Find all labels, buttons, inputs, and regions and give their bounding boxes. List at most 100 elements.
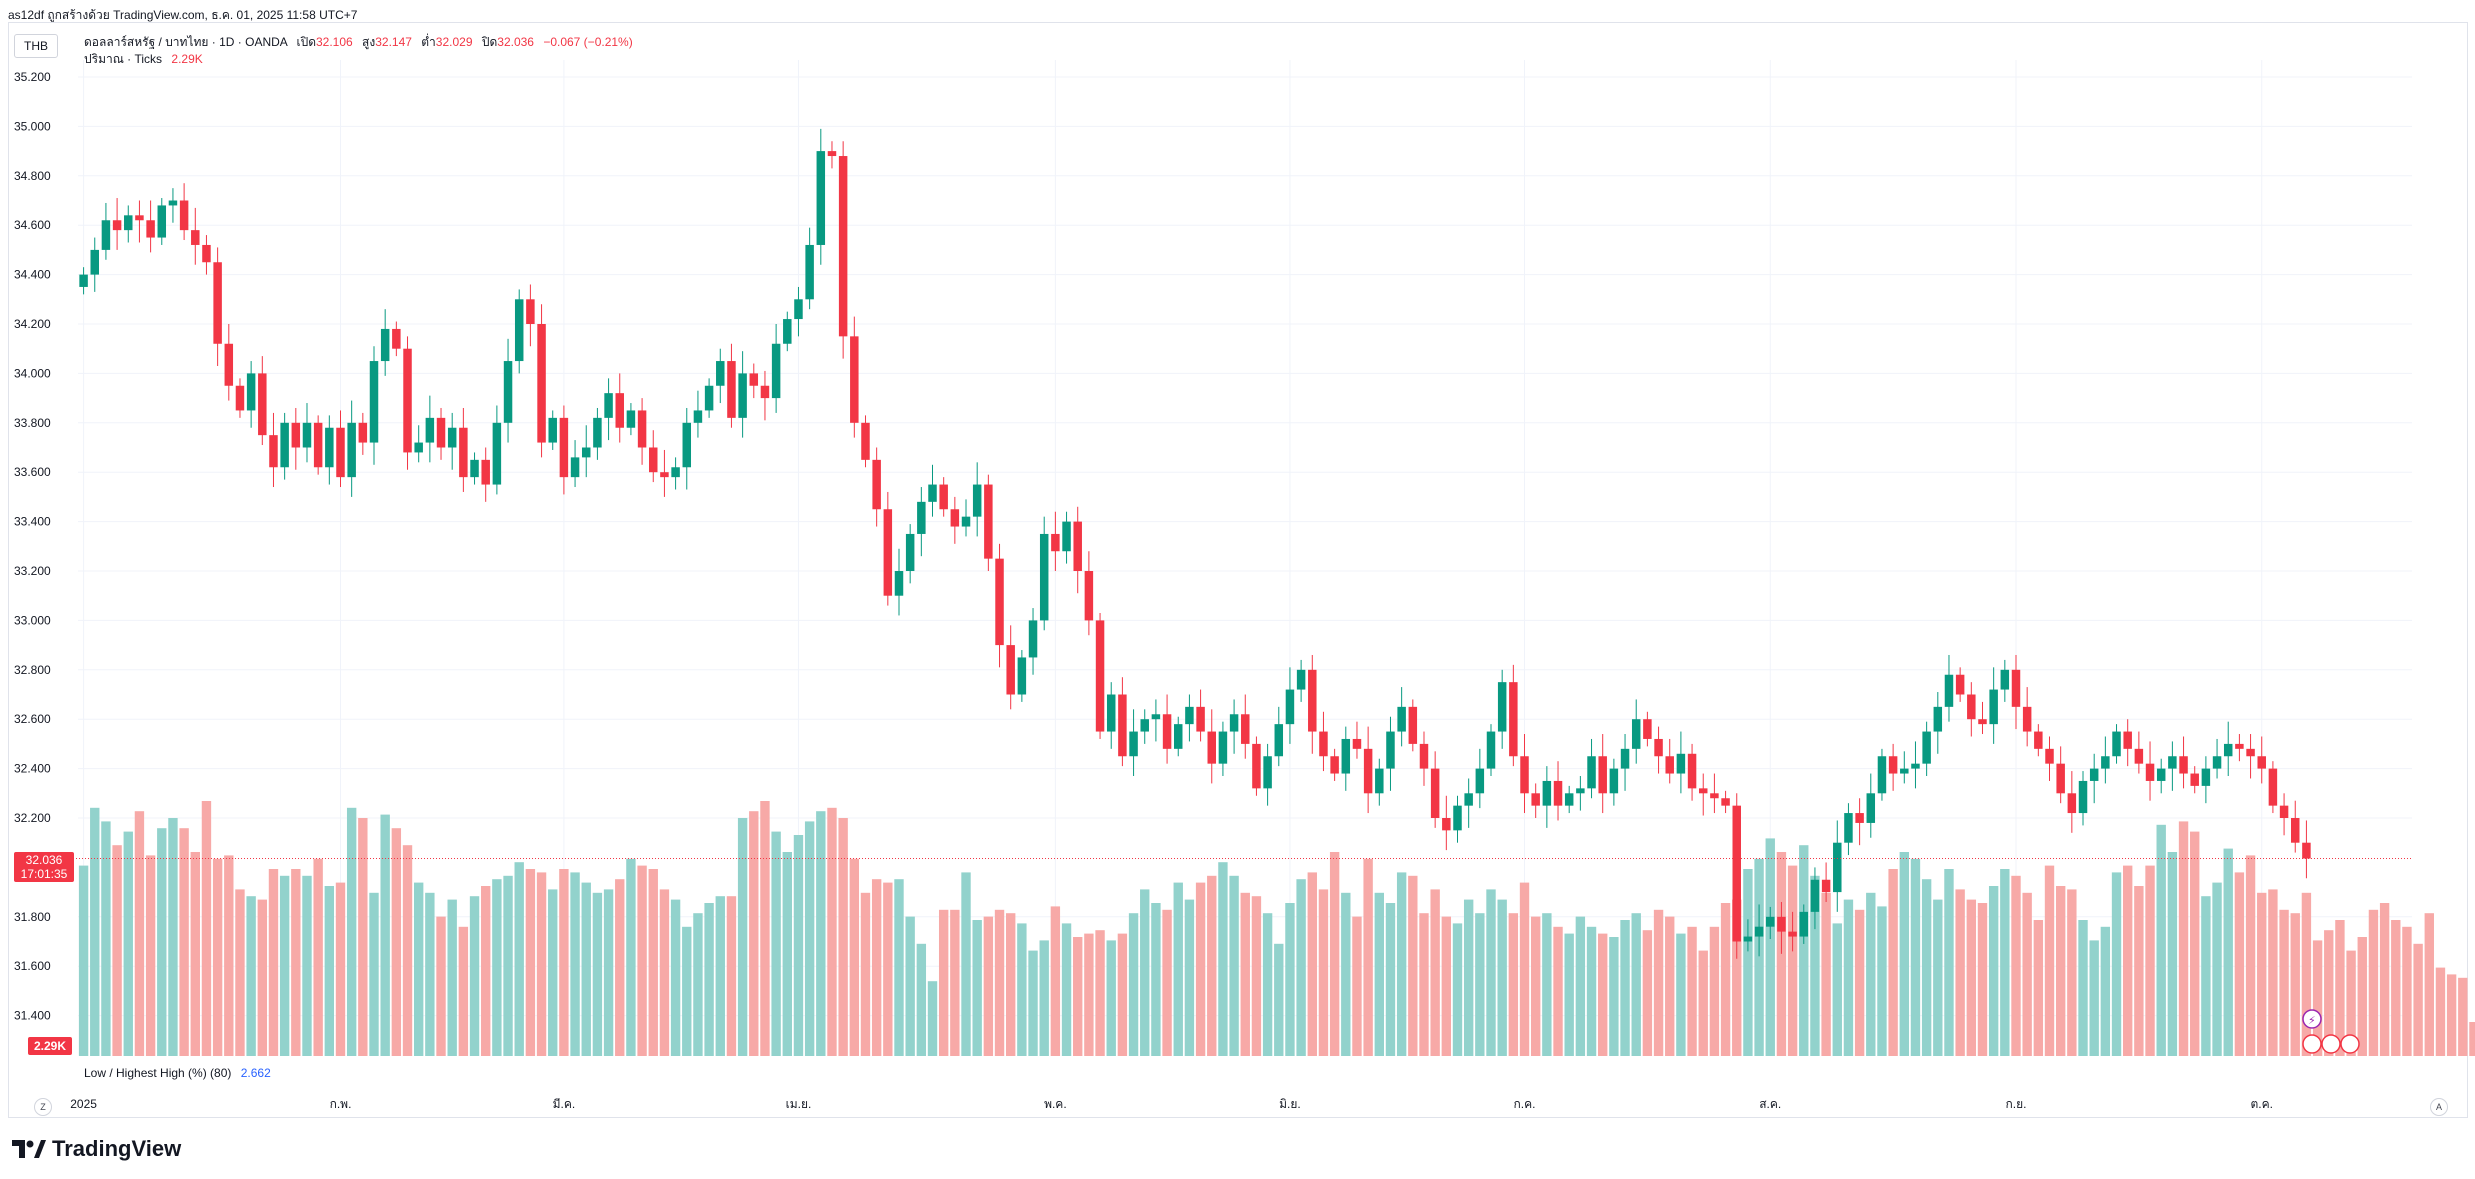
- candle-body: [1408, 706, 1418, 744]
- volume-bar: [1799, 845, 1809, 1056]
- candle-body: [1743, 936, 1753, 942]
- volume-bar: [514, 862, 524, 1056]
- volume-bar: [1396, 872, 1407, 1056]
- y-tick-label: 33.800: [14, 416, 51, 430]
- volume-bar: [335, 882, 346, 1056]
- volume-bar: [168, 818, 178, 1056]
- volume-value: 2.29K: [171, 52, 203, 66]
- candle-body: [649, 447, 658, 473]
- volume-bar: [458, 926, 469, 1056]
- auto-scale-button[interactable]: A: [2430, 1098, 2448, 1116]
- volume-bar: [883, 882, 893, 1056]
- bar-countdown: 17:01:35: [20, 867, 68, 881]
- x-tick-label: 2025: [70, 1097, 97, 1111]
- volume-bar: [1720, 903, 1731, 1056]
- indicator-label[interactable]: Low / Highest High (%) (80): [84, 1066, 232, 1080]
- candle-body: [392, 328, 401, 349]
- y-tick-label: 31.400: [14, 1009, 51, 1023]
- candle-body: [369, 361, 379, 443]
- volume-bar: [257, 899, 267, 1056]
- volume-bar: [1251, 896, 1262, 1056]
- volume-bar: [391, 828, 402, 1056]
- y-tick-label: 35.200: [14, 70, 51, 84]
- candle-body: [2291, 818, 2300, 843]
- volume-bar: [983, 916, 994, 1056]
- volume-bar: [1787, 865, 1798, 1056]
- volume-bar: [670, 899, 681, 1056]
- candle-body: [1095, 620, 1105, 732]
- candle-body: [246, 373, 256, 411]
- candle-body: [1241, 714, 1250, 744]
- candle-body: [1844, 813, 1853, 843]
- last-price-tag: 32.036 17:01:35: [14, 852, 74, 882]
- candle-body: [135, 215, 144, 221]
- volume-bar: [715, 896, 725, 1056]
- candle-body: [850, 336, 859, 423]
- candle-body: [593, 417, 602, 448]
- volume-bar: [1374, 892, 1384, 1056]
- candle-body: [1978, 719, 1987, 725]
- candle-body: [939, 484, 948, 510]
- candle-body: [1710, 793, 1719, 799]
- volume-bar: [2111, 872, 2122, 1056]
- y-tick-label: 34.800: [14, 169, 51, 183]
- volume-label[interactable]: ปริมาณ · Ticks: [84, 52, 163, 66]
- volume-bar: [1866, 892, 1876, 1056]
- timezone-button[interactable]: Z: [34, 1098, 52, 1116]
- volume-bar: [101, 821, 111, 1056]
- volume-bar: [503, 875, 513, 1056]
- volume-bar: [1106, 940, 1116, 1056]
- volume-bar: [1754, 858, 1764, 1056]
- volume-bar: [1073, 937, 1083, 1056]
- volume-bar: [2044, 865, 2055, 1056]
- currency-badge[interactable]: THB: [14, 34, 58, 58]
- candle-body: [347, 422, 356, 478]
- candle-body: [783, 319, 792, 344]
- volume-bar: [469, 896, 480, 1056]
- brand-logo[interactable]: TradingView: [12, 1134, 181, 1164]
- y-tick-label: 32.600: [14, 712, 51, 726]
- candle-body: [235, 385, 245, 411]
- author-line: as12df ถูกสร้างด้วย TradingView.com, ธ.ค…: [8, 8, 358, 22]
- volume-bar: [1910, 858, 1921, 1056]
- volume-bar: [637, 865, 647, 1056]
- candle-body: [1051, 533, 1060, 552]
- candle-body: [671, 467, 680, 478]
- candle-body: [90, 249, 99, 275]
- x-tick-label: ต.ค.: [2250, 1097, 2273, 1111]
- candle-body: [1218, 731, 1228, 764]
- volume-bar: [1542, 913, 1552, 1056]
- low-label: ต่ำ: [421, 35, 436, 49]
- candle-body: [1352, 738, 1362, 749]
- candle-body: [660, 472, 669, 478]
- candle-body: [112, 220, 122, 231]
- candle-body: [101, 220, 111, 250]
- volume-bar: [1921, 879, 1932, 1056]
- candle-body: [838, 156, 848, 337]
- candle-body: [168, 200, 178, 206]
- volume-bar: [1676, 933, 1686, 1056]
- candle-body: [2223, 743, 2233, 757]
- volume-bar: [2257, 892, 2267, 1056]
- volume-bar: [938, 909, 949, 1056]
- candle-body: [492, 422, 502, 485]
- candle-body: [124, 215, 133, 231]
- symbol-title[interactable]: ดอลลาร์สหรัฐ / บาทไทย · 1D · OANDA: [84, 35, 288, 49]
- candle-body: [995, 558, 1004, 646]
- candle-body: [1687, 753, 1697, 789]
- candle-body: [1330, 756, 1339, 774]
- volume-bar: [358, 818, 368, 1056]
- volume-bar: [1899, 852, 1909, 1056]
- candle-body: [961, 516, 971, 527]
- indicator-legend: Low / Highest High (%) (80) 2.662: [84, 1066, 271, 1080]
- volume-bar: [1329, 852, 1340, 1056]
- candle-body: [280, 422, 289, 468]
- volume-bar: [246, 896, 256, 1056]
- volume-bar: [425, 892, 435, 1056]
- y-tick-label: 31.600: [14, 959, 51, 973]
- candle-body: [950, 509, 960, 527]
- candle-body: [2011, 669, 2021, 707]
- volume-bar: [2167, 852, 2178, 1056]
- candle-body: [2179, 756, 2188, 774]
